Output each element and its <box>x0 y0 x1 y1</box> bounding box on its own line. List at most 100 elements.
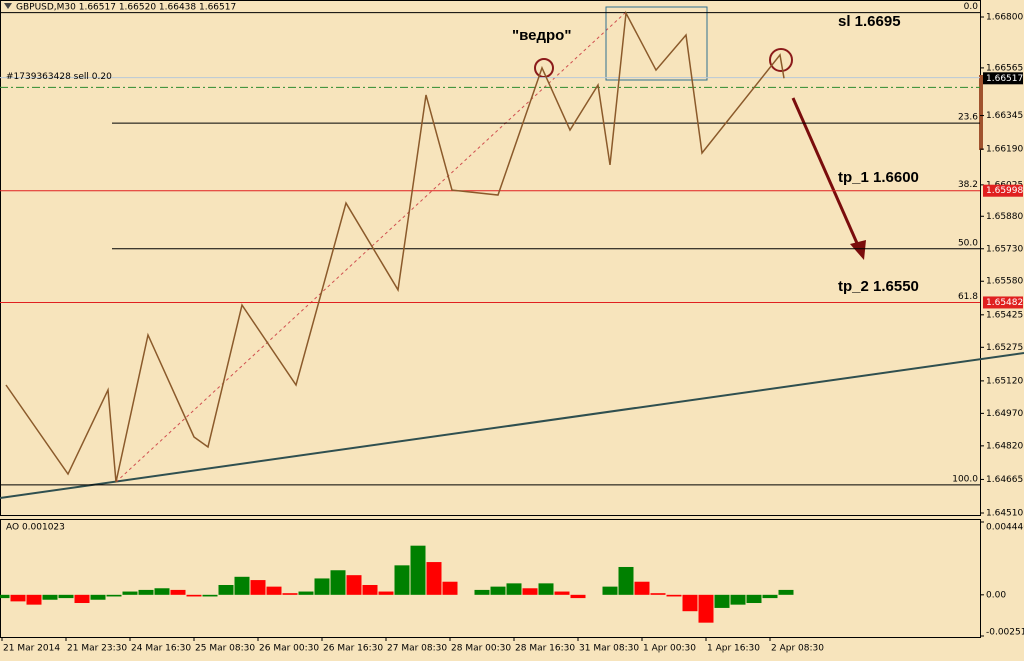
ao-bar <box>170 589 186 595</box>
marker-circle <box>769 48 793 72</box>
ao-bar <box>58 594 74 599</box>
ao-bar <box>250 580 266 595</box>
y-tick-label: 1.66800 <box>986 13 1023 23</box>
ao-bar <box>90 594 106 600</box>
fib-label: 23.6 <box>958 113 978 123</box>
ao-bar <box>202 594 218 597</box>
marker-circle <box>534 58 554 78</box>
price-tag <box>983 184 1023 197</box>
y-tick-label: 1.66565 <box>986 63 1023 73</box>
y-tick-label: 1.65275 <box>986 343 1023 353</box>
x-tick-label: 24 Mar 16:30 <box>131 644 191 654</box>
ao-bar <box>730 594 746 605</box>
annotation: tp_2 1.6550 <box>838 278 919 295</box>
x-tick-label: 28 Mar 16:30 <box>515 644 575 654</box>
x-tick-label: 26 Mar 16:30 <box>323 644 383 654</box>
ao-bar <box>538 583 554 595</box>
y-tick-label: 1.65880 <box>986 212 1023 222</box>
ao-bar <box>426 562 442 595</box>
ao-bar <box>746 594 762 604</box>
y-tick-label: 1.64970 <box>986 409 1023 419</box>
ao-bar <box>522 588 538 595</box>
icon <box>4 3 12 9</box>
fib-label: 61.8 <box>958 292 978 302</box>
y-tick-label: 1.64665 <box>986 475 1023 485</box>
ao-bar <box>378 591 394 595</box>
ao-bar <box>314 578 330 595</box>
ao-bar <box>490 586 506 595</box>
y-tick-label: 1.64510 <box>986 509 1023 519</box>
ao-bar <box>282 593 298 595</box>
ao-bar <box>778 589 794 595</box>
annotation: tp_1 1.6600 <box>838 169 919 186</box>
x-tick-label: 1 Apr 16:30 <box>707 644 760 654</box>
ao-bar <box>666 594 682 597</box>
ao-bar <box>42 594 58 600</box>
fib-label: 0.0 <box>964 2 979 12</box>
ao-bar <box>570 594 586 599</box>
x-tick-label: 21 Mar 23:30 <box>67 644 127 654</box>
price-tag-label: 1.65998 <box>986 186 1023 196</box>
price-line <box>5 10 785 483</box>
y-tick-label: 1.66190 <box>986 145 1023 155</box>
order-label: #1739363428 sell 0.20 <box>6 72 112 82</box>
ao-bar <box>10 594 26 602</box>
price-bar <box>979 75 983 150</box>
fib-label: 38.2 <box>958 180 978 190</box>
y-tick-label: 1.65580 <box>986 277 1023 287</box>
ao-title: AO 0.001023 <box>6 523 65 533</box>
highlight-box <box>605 6 708 81</box>
ao-bar <box>218 584 234 595</box>
ao-bar <box>362 584 378 595</box>
ao-bar <box>266 586 282 595</box>
ao-bar <box>138 589 154 595</box>
y-tick-label: 0.004446 <box>986 523 1024 533</box>
ao-bar <box>74 594 90 604</box>
ao-bar <box>618 566 634 595</box>
y-tick-label: 1.65730 <box>986 244 1023 254</box>
x-tick-label: 21 Mar 2014 <box>3 644 60 654</box>
annotation: sl 1.6695 <box>838 13 901 30</box>
chart-title: GBPUSD,M30 1.66517 1.66520 1.66438 1.665… <box>16 3 236 13</box>
ao-bar <box>506 583 522 595</box>
ao-bar <box>650 593 666 595</box>
x-tick-label: 1 Apr 00:30 <box>643 644 696 654</box>
ao-bar <box>762 594 778 599</box>
y-tick-label: 1.65120 <box>986 376 1023 386</box>
y-tick-label: 1.65425 <box>986 310 1023 320</box>
price-tag <box>983 72 1023 85</box>
x-tick-label: 28 Mar 00:30 <box>451 644 511 654</box>
ao-bar <box>330 570 346 595</box>
x-tick-label: 27 Mar 08:30 <box>387 644 447 654</box>
y-tick-label: -0.002514 <box>986 628 1024 638</box>
ao-bar <box>682 594 698 612</box>
x-tick-label: 2 Apr 08:30 <box>771 644 824 654</box>
ao-bar <box>394 565 410 595</box>
y-tick-label: 1.64820 <box>986 441 1023 451</box>
y-tick-label: 0.00 <box>986 590 1006 600</box>
price-tag-label: 1.65482 <box>986 298 1023 308</box>
ao-bar <box>410 545 426 595</box>
price-tag-label: 1.66517 <box>986 74 1023 84</box>
ao-bar <box>122 591 138 595</box>
x-tick-label: 26 Mar 00:30 <box>259 644 319 654</box>
ao-bar <box>346 575 362 595</box>
x-tick-label: 31 Mar 08:30 <box>579 644 639 654</box>
ao-bar <box>474 589 490 595</box>
trend-line <box>0 352 1024 499</box>
ao-bar <box>26 594 42 605</box>
channel-line <box>115 12 626 483</box>
ao-bar <box>186 594 202 597</box>
annotation: "ведро" <box>512 27 571 44</box>
arrow-head <box>850 240 866 260</box>
ao-bar <box>298 591 314 595</box>
ao-bar <box>442 581 458 595</box>
price-tag <box>983 296 1023 309</box>
fib-label: 100.0 <box>952 474 978 484</box>
ao-bar <box>554 591 570 595</box>
ao-bar <box>698 594 714 623</box>
y-tick-label: 1.66345 <box>986 111 1023 121</box>
fib-label: 50.0 <box>958 238 978 248</box>
